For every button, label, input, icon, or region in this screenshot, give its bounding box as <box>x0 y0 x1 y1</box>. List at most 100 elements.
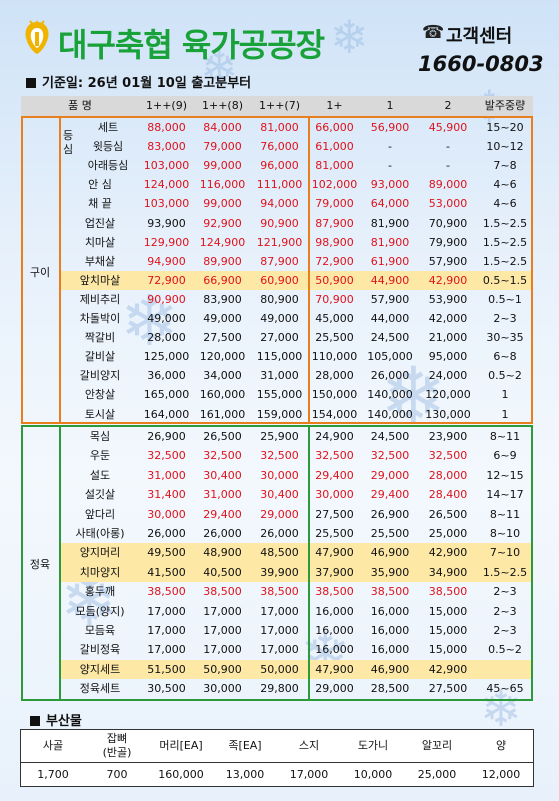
price-cell: 89,900 <box>203 254 242 268</box>
byproduct-price: 12,000 <box>481 768 521 781</box>
price-cell: 25,000 <box>428 527 468 540</box>
price-cell: 26,000 <box>147 527 186 540</box>
table-row: 홍두깨 38,500 38,500 38,500 38,500 38,500 38,500 2… <box>21 582 533 601</box>
price-cell: 99,000 <box>203 197 242 211</box>
price-cell: 30,500 <box>147 682 186 696</box>
price-cell: 89,000 <box>428 178 468 192</box>
order-weight-cell: 0.5~2 <box>488 369 522 383</box>
price-cell: 41,500 <box>147 565 186 579</box>
price-cell: 17,000 <box>147 643 186 657</box>
price-cell: 30,000 <box>203 682 242 696</box>
price-cell: - <box>446 140 450 154</box>
price-cell: 24,000 <box>428 369 468 383</box>
price-cell: 16,000 <box>315 624 354 637</box>
price-cell: 47,900 <box>315 662 354 676</box>
price-cell: 29,400 <box>370 488 410 502</box>
table-row: 목심 26,900 26,500 25,900 24,900 24,500 23,900 8~… <box>21 427 533 446</box>
price-cell: 17,000 <box>147 624 186 637</box>
price-cell: 34,000 <box>203 369 242 383</box>
byproduct-price: 160,000 <box>158 768 204 781</box>
price-cell: 27,500 <box>315 507 354 521</box>
price-cell: 102,000 <box>311 178 358 192</box>
price-cell: 49,000 <box>260 312 299 325</box>
price-cell: 111,000 <box>256 178 303 192</box>
price-cell: 50,000 <box>260 662 299 676</box>
order-weight-cell: 14~17 <box>486 488 524 502</box>
table-row: 양지세트 51,500 50,900 50,000 47,900 46,900 42,900 <box>61 659 533 680</box>
order-weight-cell: 0.5~1.5 <box>482 273 528 287</box>
price-cell: 81,000 <box>260 121 299 134</box>
order-weight-cell: 1 <box>501 388 509 402</box>
price-cell: 38,500 <box>260 585 299 599</box>
price-cell: 99,000 <box>203 159 242 173</box>
price-cell: 87,900 <box>260 254 299 268</box>
item-name: 홍두깨 <box>84 585 116 599</box>
price-cell: 21,000 <box>428 331 468 345</box>
order-weight-cell: 2~3 <box>493 585 517 599</box>
column-header: 2 <box>444 99 452 112</box>
table-row: 업진살 93,900 92,900 90,900 87,900 81,900 70,900 1… <box>21 214 533 233</box>
price-cell: 32,500 <box>428 449 468 463</box>
item-name: 설깃살 <box>84 488 116 502</box>
price-cell: 79,900 <box>428 235 468 249</box>
price-cell: 93,000 <box>370 178 410 192</box>
byproduct-header: 양 <box>495 739 507 752</box>
item-name: 양지세트 <box>79 662 121 676</box>
table-row: 모듬육 17,000 17,000 17,000 16,000 16,000 15,000 2… <box>21 621 533 640</box>
price-cell: 140,000 <box>367 388 413 402</box>
price-cell: 16,000 <box>315 604 354 618</box>
price-cell: 38,500 <box>370 585 410 599</box>
price-cell: 17,000 <box>203 643 242 657</box>
price-cell: 51,500 <box>147 662 186 676</box>
column-header: 1++(8) <box>201 99 243 112</box>
byproduct-header: 잡뼈 (반골) <box>102 732 132 759</box>
price-cell: 105,000 <box>367 350 413 364</box>
gui-section-border <box>21 116 533 424</box>
price-cell: 38,500 <box>147 585 186 599</box>
price-cell: 28,500 <box>370 682 410 696</box>
price-cell: 124,000 <box>143 178 190 192</box>
price-cell: 120,000 <box>199 350 246 364</box>
price-cell: 90,900 <box>260 216 299 230</box>
order-weight-cell: 2~3 <box>493 604 517 618</box>
price-cell: 121,900 <box>256 235 303 249</box>
price-cell: 116,000 <box>199 178 246 192</box>
price-cell: 46,900 <box>370 546 410 560</box>
price-cell: 17,000 <box>203 624 242 637</box>
price-cell: 30,000 <box>147 507 186 521</box>
price-cell: 165,000 <box>143 388 190 402</box>
order-weight-cell: 0.5~1 <box>488 292 522 306</box>
price-cell: 87,900 <box>315 216 354 230</box>
item-name: 모듬육 <box>84 624 116 637</box>
price-cell: - <box>388 159 392 173</box>
order-weight-cell: 2~3 <box>493 624 517 637</box>
price-cell: 161,000 <box>199 407 246 421</box>
item-name: 사태(아롱) <box>75 527 125 540</box>
price-cell: 79,000 <box>315 197 354 211</box>
table-row: 양지머리 49,500 48,900 48,500 47,900 46,900 42,900… <box>61 543 533 563</box>
order-weight-cell: 12~15 <box>486 468 524 482</box>
price-cell: 84,000 <box>203 121 242 134</box>
table-row: 사태(아롱) 26,000 26,000 26,000 25,500 25,500 25,0… <box>21 524 533 543</box>
price-cell: 83,000 <box>147 140 186 154</box>
item-name: 앞다리 <box>84 507 116 521</box>
item-name: 윗등심 <box>92 140 124 154</box>
table-row: 아래등심 103,000 99,000 96,000 81,000 - - 7~8 <box>21 156 533 175</box>
order-weight-cell: 8~11 <box>489 430 521 443</box>
price-cell: 48,500 <box>260 546 299 560</box>
price-cell: 79,000 <box>203 140 242 154</box>
price-cell: 25,500 <box>315 331 354 345</box>
price-cell: 60,900 <box>260 273 299 287</box>
price-cell: 42,900 <box>428 546 468 560</box>
price-cell: 16,000 <box>315 643 354 657</box>
table-row: 안 심 124,000 116,000 111,000 102,000 93,000 89,… <box>21 175 533 194</box>
byproduct-header: 스지 <box>298 739 320 752</box>
order-weight-cell: 6~9 <box>493 449 517 463</box>
price-cell: 17,000 <box>260 604 299 618</box>
price-cell: 45,900 <box>428 121 468 134</box>
group-label-jeong: 정육 <box>29 558 51 571</box>
customer-center-label: 고객센터 <box>446 26 513 47</box>
item-name: 아래등심 <box>87 159 129 173</box>
item-name: 치마양지 <box>79 565 121 579</box>
table-row: 갈비정육 17,000 17,000 17,000 16,000 16,000 15,000… <box>21 640 533 659</box>
